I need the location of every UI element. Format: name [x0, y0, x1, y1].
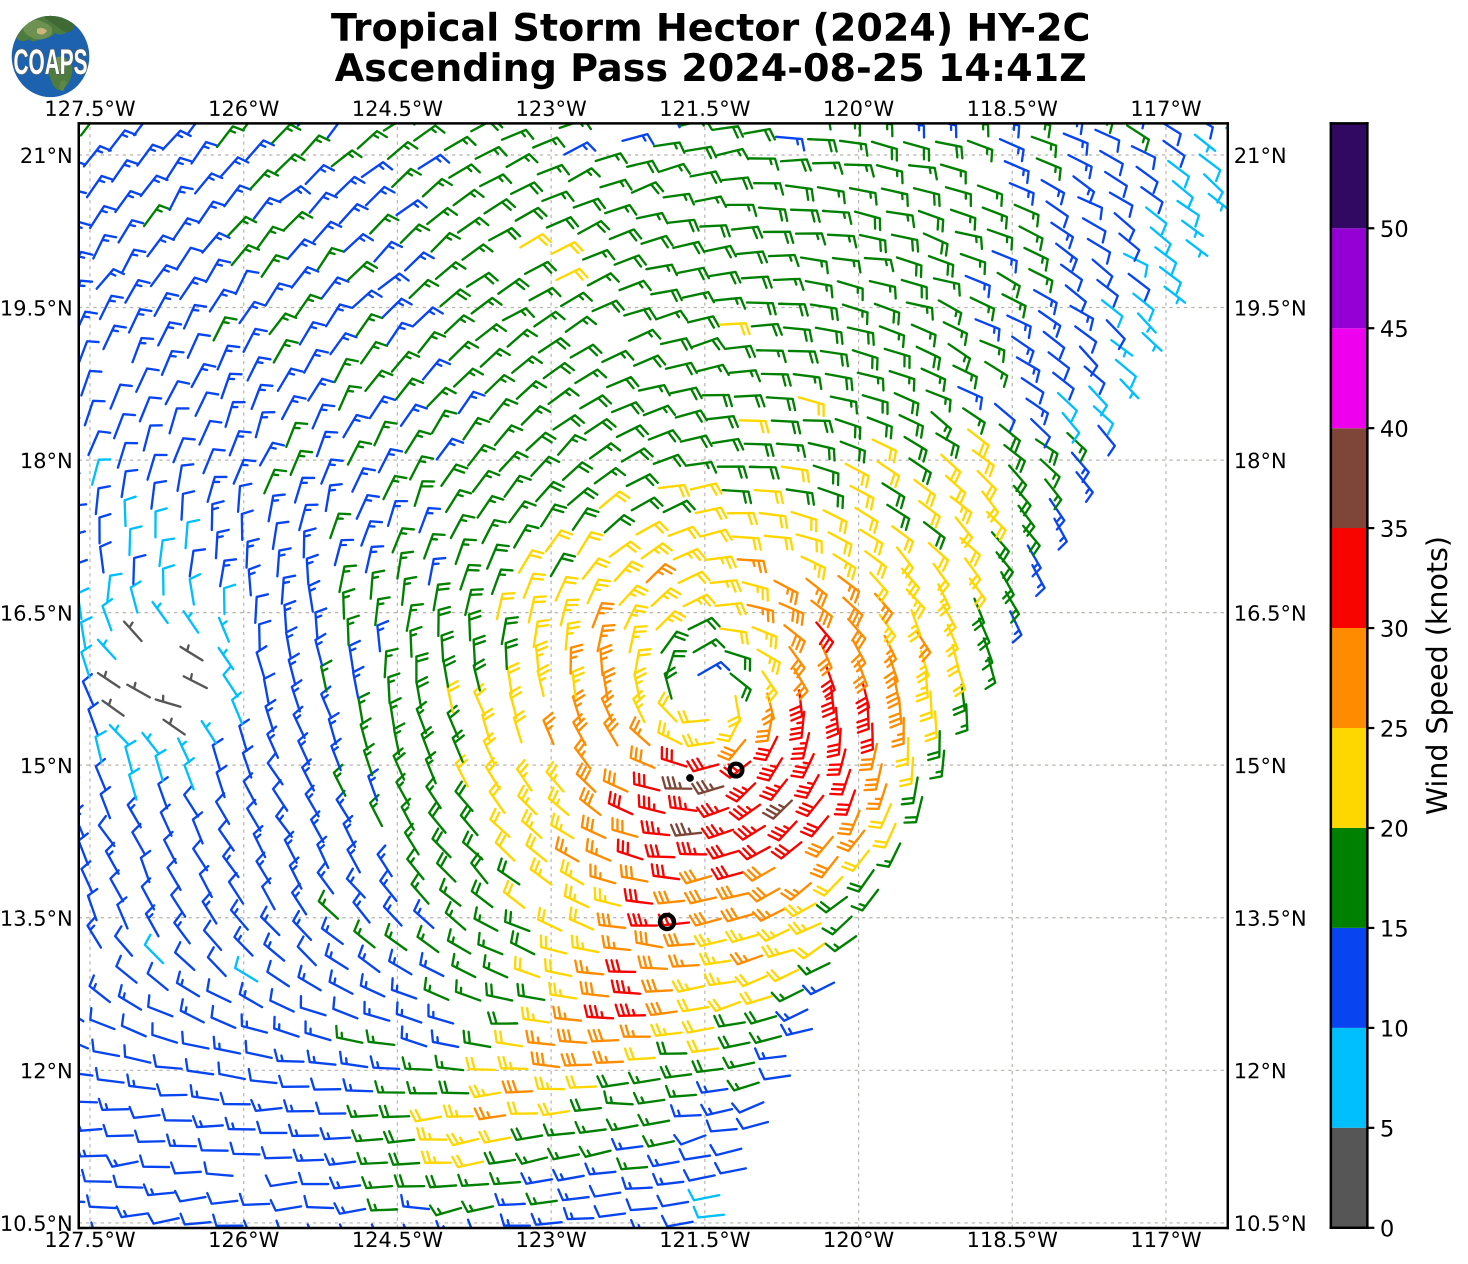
svg-text:COAPS: COAPS	[14, 43, 88, 82]
